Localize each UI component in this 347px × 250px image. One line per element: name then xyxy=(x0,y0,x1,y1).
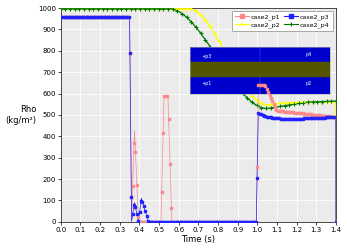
X-axis label: Time (s): Time (s) xyxy=(181,236,215,244)
Y-axis label: Rho
(kg/m²): Rho (kg/m²) xyxy=(6,105,36,125)
Legend: case2_p1, case2_p2, case2_p3, case2_p4: case2_p1, case2_p2, case2_p3, case2_p4 xyxy=(232,11,333,32)
